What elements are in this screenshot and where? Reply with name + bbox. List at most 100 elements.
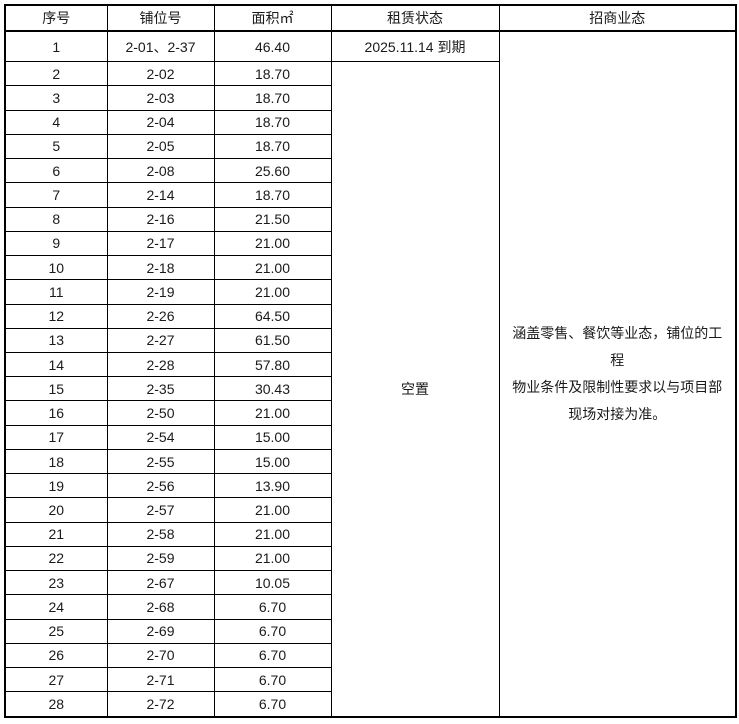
table-row: 19 2-56 13.90 [4, 473, 736, 499]
cell-serial: 3 [4, 85, 108, 111]
cell-unit: 2-69 [106, 618, 215, 644]
cell-unit: 2-67 [106, 570, 215, 596]
cell-serial: 23 [4, 570, 108, 596]
cell-unit: 2-72 [106, 691, 215, 718]
cell-unit: 2-57 [106, 497, 215, 523]
cell-unit: 2-68 [106, 594, 215, 620]
cell-area: 18.70 [213, 133, 332, 160]
cell-serial: 11 [4, 279, 108, 305]
cell-area: 10.05 [213, 570, 332, 596]
cell-area: 21.00 [213, 255, 332, 281]
table-row: 8 2-16 21.50 [4, 206, 736, 232]
cell-unit: 2-71 [106, 667, 215, 693]
cell-area: 25.60 [213, 158, 332, 184]
cell-serial: 5 [4, 133, 108, 160]
business-note-cell: 涵盖零售、餐饮等业态，铺位的工程物业条件及限制性要求以与项目部 现场对接为准。 [498, 30, 737, 718]
cell-serial: 19 [4, 473, 108, 499]
cell-serial: 28 [4, 691, 108, 718]
cell-area: 46.40 [213, 30, 332, 63]
table-row: 13 2-27 61.50 [4, 327, 736, 353]
cell-area: 13.90 [213, 473, 332, 499]
table-row: 3 2-03 18.70 [4, 85, 736, 111]
header-row: 序号 铺位号 面积㎡ 租赁状态 招商业态 [4, 4, 737, 32]
cell-unit: 2-03 [106, 85, 215, 111]
cell-area: 64.50 [213, 303, 332, 329]
business-note-line: 现场对接为准。 [568, 406, 667, 422]
table-row: 16 2-50 21.00 [4, 400, 736, 426]
cell-unit: 2-59 [106, 545, 215, 572]
cell-serial: 9 [4, 230, 108, 257]
cell-area: 30.43 [213, 376, 332, 402]
business-note-line: 物业条件及限制性要求以与项目部 [512, 379, 723, 395]
table-row: 5 2-05 18.70 [4, 133, 736, 160]
cell-area: 18.70 [213, 182, 332, 208]
cell-area: 15.00 [213, 448, 332, 475]
cell-unit: 2-02 [106, 61, 215, 87]
cell-unit: 2-16 [106, 206, 215, 232]
cell-area: 61.50 [213, 327, 332, 353]
col-header-serial: 序号 [4, 4, 108, 32]
cell-unit: 2-04 [106, 109, 215, 135]
table-row: 28 2-72 6.70 [4, 691, 736, 718]
cell-unit: 2-70 [106, 642, 215, 669]
cell-unit: 2-19 [106, 279, 215, 305]
cell-serial: 16 [4, 400, 108, 426]
col-header-area: 面积㎡ [213, 4, 332, 32]
table-row: 25 2-69 6.70 [4, 618, 736, 644]
cell-serial: 7 [4, 182, 108, 208]
table-row: 14 2-28 57.80 [4, 351, 736, 378]
cell-unit: 2-27 [106, 327, 215, 353]
cell-unit: 2-26 [106, 303, 215, 329]
cell-serial: 27 [4, 667, 108, 693]
cell-serial: 6 [4, 158, 108, 184]
cell-unit: 2-17 [106, 230, 215, 257]
business-note-line: 涵盖零售、餐饮等业态，铺位的工程 [512, 325, 723, 368]
shop-leasing-table: 序号 铺位号 面积㎡ 租赁状态 招商业态 1 2-01、2-37 46.40 2025… [4, 4, 737, 718]
cell-serial: 10 [4, 255, 108, 281]
cell-area: 21.00 [213, 279, 332, 305]
table-row: 21 2-58 21.00 [4, 521, 736, 547]
cell-area: 57.80 [213, 351, 332, 378]
cell-serial: 14 [4, 351, 108, 378]
cell-serial: 8 [4, 206, 108, 232]
cell-area: 21.00 [213, 521, 332, 547]
cell-serial: 25 [4, 618, 108, 644]
table-row: 23 2-67 10.05 [4, 570, 736, 596]
col-header-business: 招商业态 [498, 4, 737, 32]
cell-serial: 22 [4, 545, 108, 572]
cell-unit: 2-18 [106, 255, 215, 281]
cell-serial: 12 [4, 303, 108, 329]
cell-unit: 2-58 [106, 521, 215, 547]
cell-serial: 20 [4, 497, 108, 523]
table-row: 17 2-54 15.00 [4, 424, 736, 450]
cell-serial: 18 [4, 448, 108, 475]
cell-area: 6.70 [213, 691, 332, 718]
col-header-unit: 铺位号 [106, 4, 215, 32]
cell-serial: 26 [4, 642, 108, 669]
table-row: 11 2-19 21.00 [4, 279, 736, 305]
table-row: 1 2-01、2-37 46.40 2025.11.14 到期 涵盖零售、餐饮等业态，铺… [4, 30, 737, 718]
cell-unit: 2-28 [106, 351, 215, 378]
cell-serial: 2 [4, 61, 108, 87]
table-row: 26 2-70 6.70 [4, 642, 736, 669]
cell-area: 21.00 [213, 545, 332, 572]
cell-unit: 2-05 [106, 133, 215, 160]
cell-serial: 17 [4, 424, 108, 450]
cell-area: 21.00 [213, 497, 332, 523]
table-row: 2 2-02 18.70 空置 [4, 61, 736, 718]
table-row: 24 2-68 6.70 [4, 594, 736, 620]
cell-serial: 24 [4, 594, 108, 620]
cell-area: 21.00 [213, 230, 332, 257]
cell-area: 21.50 [213, 206, 332, 232]
lease-status-vacant: 空置 [330, 61, 500, 718]
cell-area: 6.70 [213, 618, 332, 644]
cell-unit: 2-50 [106, 400, 215, 426]
cell-area: 18.70 [213, 61, 332, 87]
cell-serial: 21 [4, 521, 108, 547]
table-row: 10 2-18 21.00 [4, 255, 736, 281]
cell-area: 21.00 [213, 400, 332, 426]
lease-status-expiry: 2025.11.14 到期 [330, 30, 500, 63]
col-header-status: 租赁状态 [330, 4, 500, 32]
cell-serial: 13 [4, 327, 108, 353]
